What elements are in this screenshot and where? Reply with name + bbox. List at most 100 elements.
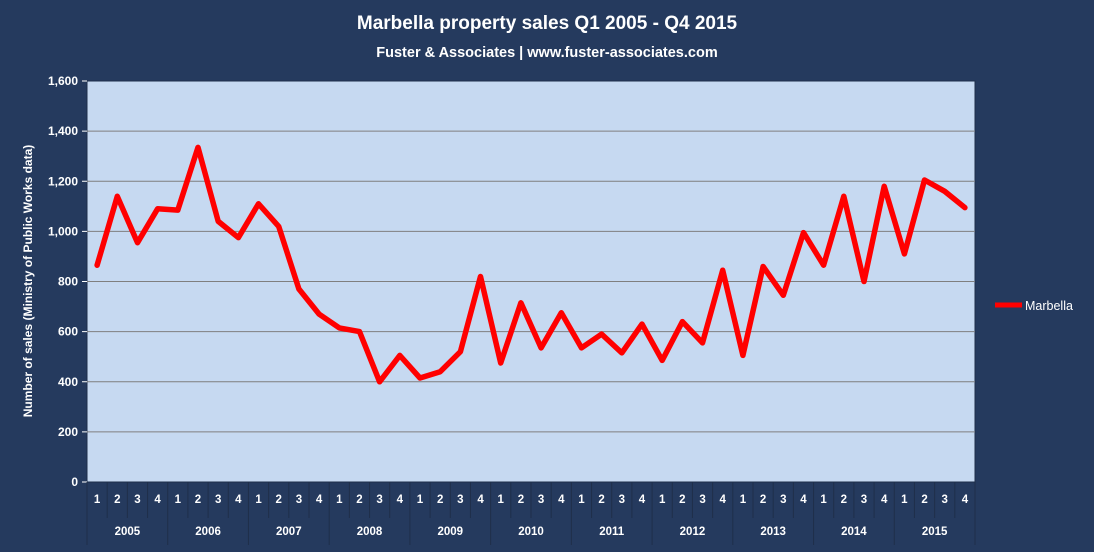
data-point: [802, 232, 804, 234]
x-year-label: 2014: [841, 526, 867, 538]
data-point: [883, 185, 885, 187]
x-quarter-label: 3: [699, 494, 705, 506]
data-point: [116, 195, 118, 197]
y-tick-label: 0: [71, 475, 78, 489]
data-point: [258, 203, 260, 205]
x-quarter-label: 2: [276, 494, 282, 506]
x-quarter-label: 3: [457, 494, 463, 506]
x-quarter-label: 1: [578, 494, 585, 506]
data-point: [782, 294, 784, 296]
series-line-marbella: [94, 144, 968, 385]
data-point: [136, 242, 138, 244]
x-year-label: 2008: [357, 526, 383, 538]
data-point: [278, 225, 280, 227]
x-quarter-label: 3: [619, 494, 625, 506]
x-quarter-label: 4: [800, 494, 807, 506]
legend: Marbella: [995, 299, 1073, 313]
x-quarter-label: 1: [336, 494, 343, 506]
x-year-label: 2005: [115, 526, 141, 538]
x-quarter-label: 2: [679, 494, 685, 506]
data-point: [177, 209, 179, 211]
data-point: [379, 381, 381, 383]
x-quarter-label: 3: [296, 494, 302, 506]
chart-title: Marbella property sales Q1 2005 - Q4 201…: [357, 13, 738, 34]
x-year-label: 2013: [760, 526, 786, 538]
x-year-label: 2010: [518, 526, 544, 538]
x-quarter-label: 4: [316, 494, 323, 506]
x-quarter-label: 4: [720, 494, 727, 506]
y-tick-label: 1,000: [48, 224, 78, 238]
data-point: [419, 377, 421, 379]
series-layer: [94, 144, 968, 385]
x-quarter-label: 2: [195, 494, 201, 506]
chart-subtitle: Fuster & Associates | www.fuster-associa…: [376, 45, 717, 61]
x-quarter-label: 1: [659, 494, 666, 506]
data-point: [924, 179, 926, 181]
x-quarter-label: 2: [114, 494, 120, 506]
x-quarter-label: 1: [820, 494, 827, 506]
x-quarter-label: 4: [881, 494, 888, 506]
data-point: [459, 351, 461, 353]
x-year-label: 2012: [680, 526, 706, 538]
x-year-label: 2009: [437, 526, 463, 538]
y-tick-label: 200: [58, 425, 78, 439]
data-point: [500, 362, 502, 364]
data-point: [358, 331, 360, 333]
y-tick-label: 1,400: [48, 124, 78, 138]
x-quarter-label: 4: [154, 494, 161, 506]
data-point: [964, 207, 966, 209]
data-point: [823, 264, 825, 266]
x-quarter-label: 4: [558, 494, 565, 506]
x-year-label: 2006: [195, 526, 221, 538]
x-quarter-label: 1: [417, 494, 424, 506]
data-point: [641, 323, 643, 325]
x-year-label: 2007: [276, 526, 302, 538]
x-quarter-label: 1: [175, 494, 182, 506]
y-axis-label: Number of sales (Ministry of Public Work…: [21, 145, 35, 418]
data-point: [439, 371, 441, 373]
data-point: [197, 146, 199, 148]
y-axis-ticks: 0 200 400 600 800 1,000 1,200 1,400 1,600: [48, 74, 87, 489]
data-point: [318, 313, 320, 315]
x-year-label: 2015: [922, 526, 948, 538]
data-point: [480, 275, 482, 277]
data-point: [298, 288, 300, 290]
x-quarter-label: 3: [861, 494, 867, 506]
x-quarter-label: 3: [134, 494, 140, 506]
y-tick-label: 1,600: [48, 74, 78, 88]
x-quarter-label: 4: [235, 494, 242, 506]
y-tick-label: 1,200: [48, 174, 78, 188]
data-point: [742, 354, 744, 356]
x-quarter-label: 2: [760, 494, 766, 506]
x-quarter-label: 4: [397, 494, 404, 506]
x-quarter-label: 3: [376, 494, 382, 506]
data-point: [96, 264, 98, 266]
x-quarter-label: 4: [962, 494, 969, 506]
data-point: [601, 333, 603, 335]
x-quarter-label: 1: [94, 494, 101, 506]
data-point: [944, 190, 946, 192]
data-point: [157, 208, 159, 210]
data-point: [338, 327, 340, 329]
data-point: [580, 347, 582, 349]
y-tick-label: 400: [58, 375, 78, 389]
x-quarter-label: 2: [356, 494, 362, 506]
x-quarter-label: 2: [518, 494, 524, 506]
data-point: [399, 354, 401, 356]
data-point: [722, 269, 724, 271]
x-quarter-label: 2: [921, 494, 927, 506]
y-tick-label: 600: [58, 325, 78, 339]
x-quarter-label: 4: [639, 494, 646, 506]
data-point: [762, 265, 764, 267]
x-quarter-label: 2: [598, 494, 604, 506]
x-quarter-label: 3: [538, 494, 544, 506]
data-point: [843, 195, 845, 197]
data-point: [903, 253, 905, 255]
data-point: [560, 312, 562, 314]
data-point: [621, 352, 623, 354]
y-tick-label: 800: [58, 275, 78, 289]
data-point: [702, 342, 704, 344]
data-point: [237, 237, 239, 239]
